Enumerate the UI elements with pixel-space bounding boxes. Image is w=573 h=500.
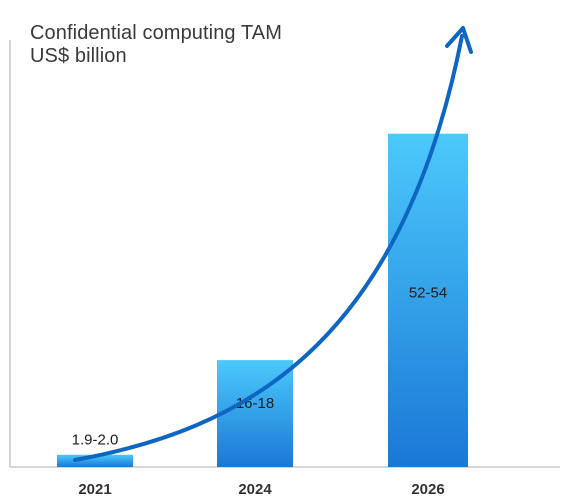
data-label-2021: 1.9-2.0 [72, 432, 119, 449]
x-tick-2026: 2026 [411, 481, 444, 498]
data-label-2026: 52-54 [409, 285, 447, 302]
growth-arrow [73, 34, 464, 462]
chart-title-block: Confidential computing TAM US$ billion [30, 22, 282, 68]
x-tick-2021: 2021 [78, 481, 111, 498]
x-tick-2024: 2024 [238, 481, 272, 498]
growth-arrow-head-icon [445, 26, 473, 54]
chart-title: Confidential computing TAM [30, 22, 282, 44]
bar-2026 [388, 133, 468, 467]
chart-subtitle: US$ billion [30, 45, 127, 67]
